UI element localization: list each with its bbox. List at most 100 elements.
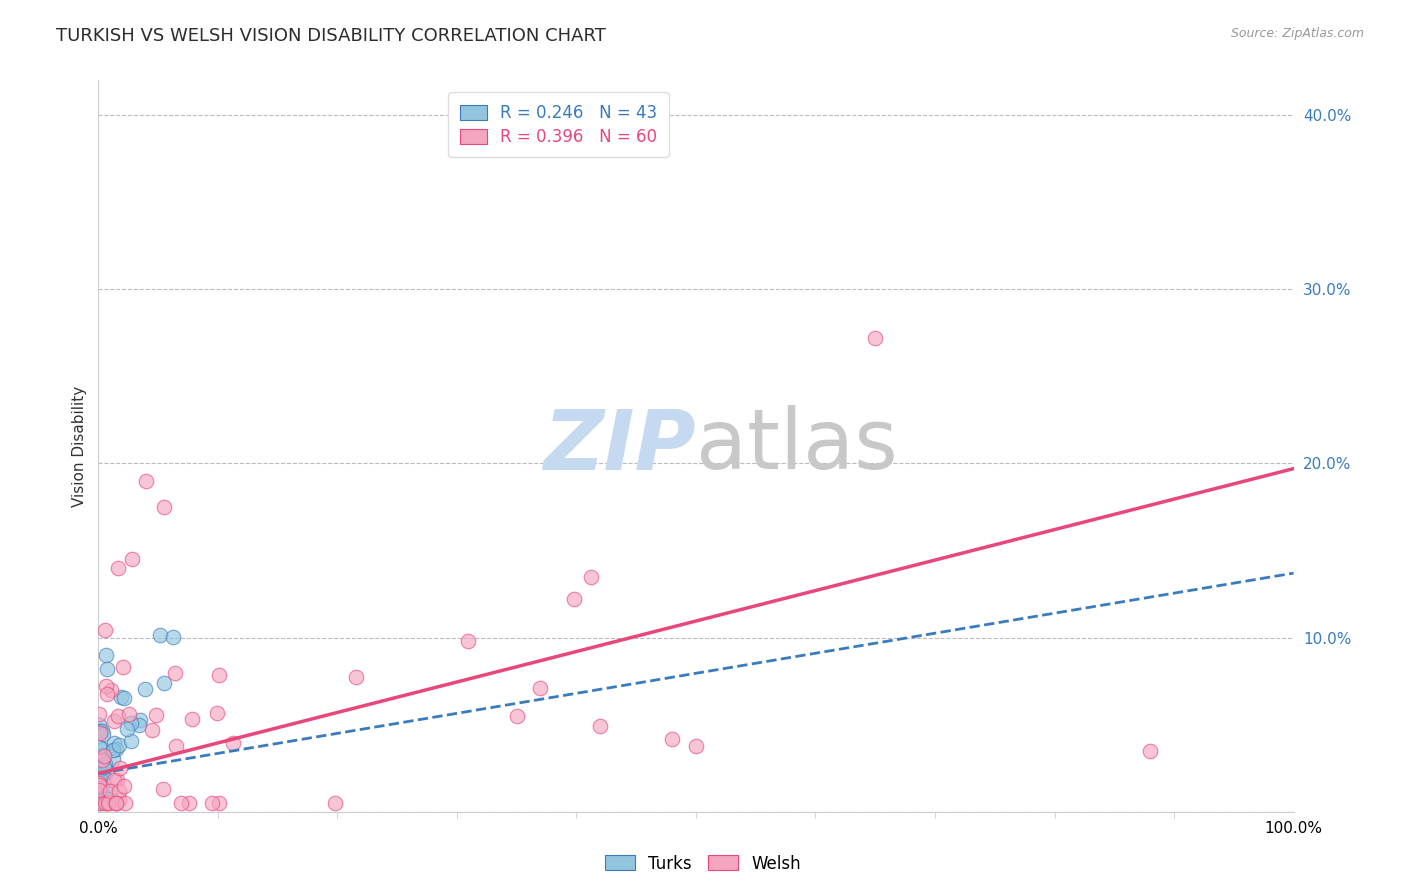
Point: [94, 756, 117, 771]
Point: [91, 766, 114, 780]
Y-axis label: Vision Disability: Vision Disability: [72, 385, 87, 507]
Point: [222, 736, 245, 750]
Legend: Turks, Welsh: Turks, Welsh: [598, 848, 808, 880]
Point: [685, 739, 707, 753]
Point: [588, 718, 610, 732]
Point: [91, 724, 114, 739]
Point: [201, 796, 224, 810]
Point: [112, 691, 135, 706]
Point: [118, 707, 141, 722]
Point: [165, 739, 187, 753]
Point: [170, 796, 193, 810]
Point: [103, 736, 125, 750]
Point: [208, 667, 231, 681]
Text: Source: ZipAtlas.com: Source: ZipAtlas.com: [1230, 27, 1364, 40]
Point: [457, 634, 479, 648]
Point: [128, 718, 150, 732]
Point: [89, 751, 111, 765]
Point: [153, 675, 176, 690]
Point: [90, 786, 112, 800]
Point: [98, 796, 121, 810]
Point: [135, 474, 157, 488]
Point: [104, 796, 127, 810]
Point: [506, 709, 529, 723]
Point: [529, 681, 551, 696]
Point: [96, 791, 118, 805]
Point: [107, 561, 129, 575]
Point: [87, 760, 110, 774]
Point: [105, 796, 128, 810]
Point: [87, 769, 110, 783]
Point: [89, 757, 111, 772]
Point: [91, 775, 114, 789]
Point: [96, 687, 118, 701]
Point: [96, 662, 118, 676]
Point: [100, 683, 122, 698]
Point: [94, 679, 117, 693]
Point: [1139, 744, 1161, 758]
Point: [103, 772, 125, 787]
Point: [94, 648, 117, 662]
Point: [94, 790, 117, 805]
Text: TURKISH VS WELSH VISION DISABILITY CORRELATION CHART: TURKISH VS WELSH VISION DISABILITY CORRE…: [56, 27, 606, 45]
Point: [94, 623, 117, 637]
Point: [103, 714, 125, 728]
Point: [120, 734, 142, 748]
Point: [661, 731, 683, 746]
Text: ZIP: ZIP: [543, 406, 696, 486]
Point: [104, 796, 127, 810]
Point: [120, 716, 142, 731]
Point: [562, 591, 585, 606]
Point: [344, 670, 367, 684]
Point: [101, 743, 124, 757]
Point: [97, 787, 120, 801]
Point: [152, 782, 174, 797]
Point: [180, 712, 202, 726]
Point: [89, 778, 111, 792]
Point: [108, 739, 131, 753]
Point: [121, 552, 143, 566]
Point: [153, 500, 176, 514]
Point: [107, 772, 129, 787]
Point: [148, 628, 170, 642]
Point: [91, 755, 114, 769]
Point: [208, 796, 231, 810]
Point: [110, 690, 132, 704]
Point: [89, 796, 111, 810]
Point: [96, 764, 118, 779]
Point: [162, 630, 184, 644]
Text: atlas: atlas: [696, 406, 897, 486]
Point: [93, 760, 115, 774]
Legend: R = 0.246   N = 43, R = 0.396   N = 60: R = 0.246 N = 43, R = 0.396 N = 60: [449, 92, 669, 157]
Point: [108, 793, 131, 807]
Point: [105, 741, 128, 756]
Point: [114, 780, 136, 794]
Point: [205, 706, 228, 721]
Point: [89, 739, 111, 754]
Point: [108, 761, 131, 775]
Point: [114, 796, 136, 810]
Point: [87, 783, 110, 797]
Point: [128, 713, 150, 727]
Point: [89, 723, 111, 738]
Point: [94, 796, 117, 810]
Point: [87, 706, 110, 721]
Point: [108, 783, 131, 797]
Point: [101, 752, 124, 766]
Point: [93, 749, 115, 764]
Point: [91, 747, 114, 762]
Point: [91, 741, 114, 756]
Point: [93, 759, 115, 773]
Point: [89, 794, 111, 808]
Point: [865, 331, 887, 345]
Point: [97, 796, 120, 810]
Point: [134, 681, 156, 696]
Point: [141, 723, 163, 738]
Point: [94, 796, 117, 810]
Point: [91, 726, 114, 740]
Point: [145, 708, 167, 723]
Point: [115, 723, 138, 737]
Point: [98, 784, 121, 798]
Point: [112, 660, 135, 674]
Point: [89, 726, 111, 740]
